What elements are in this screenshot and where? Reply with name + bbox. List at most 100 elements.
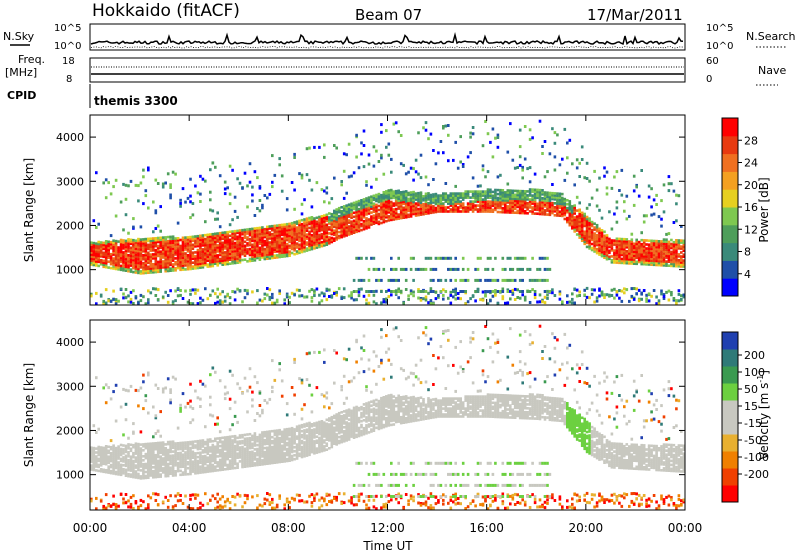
heatmap-cell <box>189 399 192 403</box>
heatmap-cell <box>184 242 187 245</box>
heatmap-cell <box>588 227 591 230</box>
heatmap-cell <box>90 253 93 256</box>
heatmap-cell <box>600 252 604 256</box>
heatmap-cell <box>447 196 450 199</box>
heatmap-cell <box>181 240 185 244</box>
heatmap-cell <box>152 243 155 246</box>
heatmap-cell <box>228 240 232 244</box>
heatmap-cell <box>575 233 579 236</box>
nsearch-line <box>90 46 684 49</box>
heatmap-cell <box>419 211 423 214</box>
heatmap-cell <box>642 289 646 292</box>
heatmap-cell <box>630 294 634 298</box>
heatmap-cell <box>256 248 259 252</box>
heatmap-cell <box>605 248 609 251</box>
heatmap-cell <box>402 212 405 215</box>
heatmap-cell <box>97 258 100 262</box>
heatmap-cell <box>104 445 108 448</box>
heatmap-cell <box>176 294 180 298</box>
heatmap-cell <box>424 206 428 210</box>
heatmap-cell <box>548 267 552 271</box>
heatmap-cell <box>176 469 180 473</box>
heatmap-cell <box>481 144 485 148</box>
heatmap-cell <box>181 453 185 456</box>
heatmap-cell <box>325 298 329 302</box>
heatmap-cell <box>382 210 386 214</box>
heatmap-cell <box>132 270 135 274</box>
heatmap-cell <box>305 173 309 177</box>
heatmap-cell <box>486 256 490 260</box>
heatmap-cell <box>117 463 120 466</box>
heatmap-cell <box>365 180 368 184</box>
heatmap-cell <box>357 203 361 207</box>
heatmap-cell <box>647 292 651 296</box>
heatmap-cell <box>680 261 683 264</box>
heatmap-cell <box>112 464 115 467</box>
heatmap-cell <box>246 248 249 251</box>
heatmap-cell <box>486 190 490 193</box>
heatmap-cell <box>573 220 576 223</box>
heatmap-cell <box>392 208 396 211</box>
heatmap-cell <box>670 264 673 268</box>
heatmap-cell <box>310 223 314 227</box>
heatmap-cell <box>166 452 170 456</box>
heatmap-cell <box>452 192 455 195</box>
heatmap-cell <box>142 407 145 411</box>
heatmap-cell <box>568 210 572 213</box>
heatmap-cell <box>680 263 683 266</box>
heatmap-cell <box>407 209 410 213</box>
heatmap-cell <box>132 242 135 246</box>
heatmap-cell <box>414 194 418 197</box>
heatmap-cell <box>186 196 190 200</box>
heatmap-cell <box>124 458 128 462</box>
heatmap-cell <box>156 429 160 433</box>
heatmap-cell <box>573 210 576 213</box>
heatmap-cell <box>137 476 140 480</box>
heatmap-cell <box>102 253 105 257</box>
heatmap-cell <box>171 245 175 248</box>
heatmap-cell <box>179 268 182 272</box>
heatmap-cell <box>598 241 601 244</box>
heatmap-cell <box>449 204 453 207</box>
heatmap-cell <box>459 135 462 139</box>
heatmap-cell <box>523 198 527 201</box>
heatmap-cell <box>412 202 415 206</box>
heatmap-cell <box>439 256 443 260</box>
heatmap-cell <box>119 248 123 252</box>
heatmap-cell <box>452 194 455 197</box>
heatmap-cell <box>533 208 537 211</box>
heatmap-cell <box>174 249 177 252</box>
heatmap-cell <box>675 193 678 197</box>
heatmap-cell <box>362 165 366 169</box>
heatmap-cell <box>171 458 175 461</box>
heatmap-cell <box>647 263 651 266</box>
heatmap-cell <box>595 249 599 253</box>
heatmap-cell <box>489 200 492 203</box>
heatmap-cell <box>266 196 269 200</box>
heatmap-cell <box>174 247 177 250</box>
heatmap-cell <box>652 255 656 259</box>
heatmap-cell <box>630 232 634 236</box>
heatmap-cell <box>352 221 356 225</box>
heatmap-cell <box>139 293 143 297</box>
heatmap-cell <box>335 293 338 297</box>
heatmap-cell <box>367 208 371 211</box>
heatmap-cell <box>630 244 634 247</box>
heatmap-cell <box>439 290 443 293</box>
heatmap-cell <box>313 231 316 234</box>
heatmap-cell <box>149 291 153 295</box>
heatmap-cell <box>305 221 309 224</box>
heatmap-cell <box>228 248 232 251</box>
heatmap-cell <box>248 237 252 241</box>
heatmap-cell <box>469 297 472 301</box>
heatmap-cell <box>323 189 326 193</box>
heatmap-cell <box>233 245 237 249</box>
heatmap-cell <box>211 262 215 266</box>
heatmap-cell <box>578 212 581 215</box>
heatmap-cell <box>261 240 264 243</box>
heatmap-cell <box>667 264 671 267</box>
heatmap-cell <box>159 229 162 233</box>
heatmap-cell <box>246 232 249 235</box>
heatmap-cell <box>484 194 487 197</box>
heatmap-cell <box>647 259 651 262</box>
